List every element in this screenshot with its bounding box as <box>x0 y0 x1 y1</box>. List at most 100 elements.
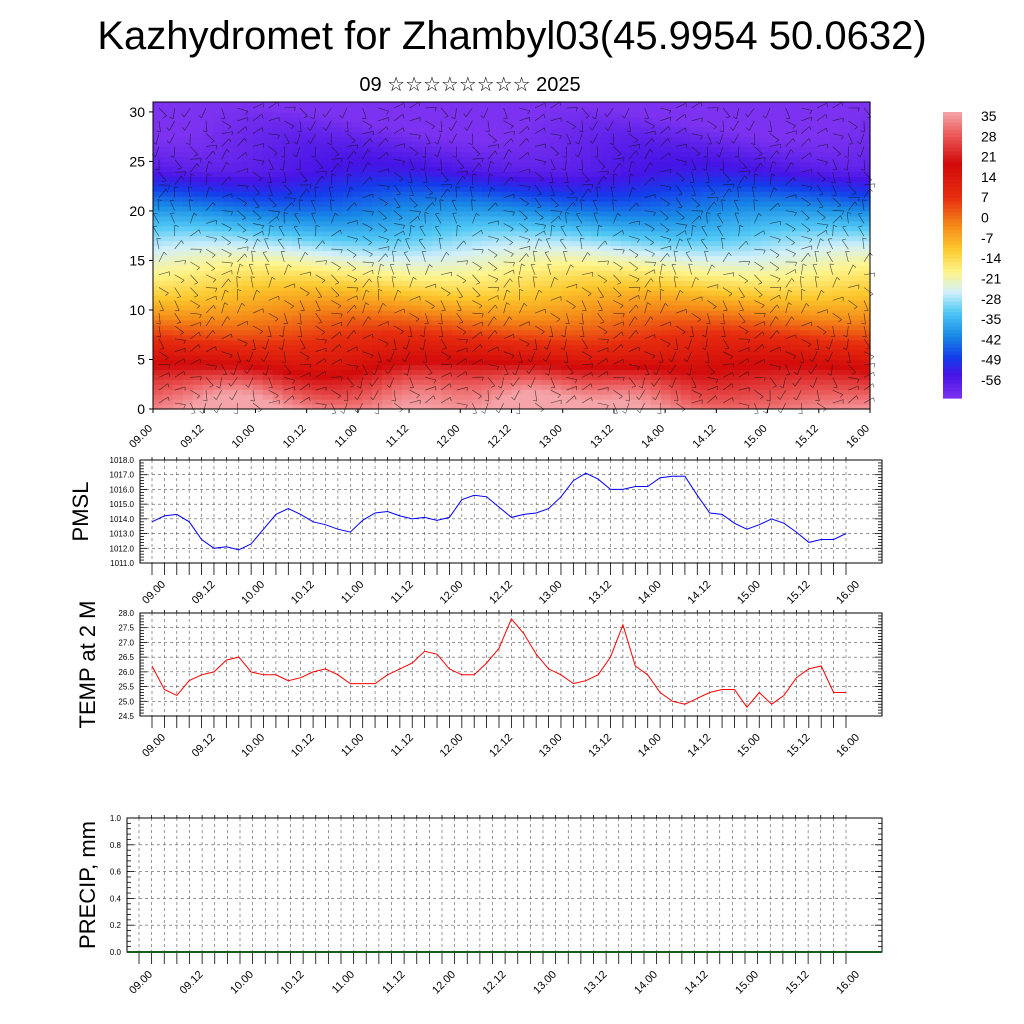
heatmap-cell <box>252 319 264 326</box>
heatmap-cell <box>670 379 682 385</box>
heatmap-cell <box>680 201 692 207</box>
heatmap-cell <box>162 359 174 366</box>
heatmap-cell <box>262 210 274 217</box>
heatmap-cell <box>561 126 572 133</box>
heatmap-cell <box>571 314 582 321</box>
heatmap-cell <box>302 295 313 301</box>
heatmap-cell <box>760 354 772 361</box>
heatmap-cell <box>332 141 343 148</box>
heatmap-cell <box>601 359 612 366</box>
heatmap-cell <box>621 245 632 252</box>
heatmap-cell <box>222 136 234 143</box>
heatmap-cell <box>192 295 204 301</box>
heatmap-cell <box>461 111 473 118</box>
heatmap-cell <box>202 285 214 291</box>
heatmap-cell <box>710 146 722 153</box>
heatmap-cell <box>710 250 722 257</box>
heatmap-cell <box>342 116 353 123</box>
heatmap-cell <box>631 329 642 336</box>
heatmap-cell <box>202 354 214 361</box>
heatmap-cell <box>342 181 353 187</box>
heatmap-cell <box>680 314 692 321</box>
heatmap-cell <box>650 215 662 222</box>
heatmap-cell <box>411 399 423 405</box>
heatmap-cell <box>153 319 164 326</box>
heatmap-cell <box>601 290 612 296</box>
heatmap-cell <box>312 354 323 361</box>
heatmap-cell <box>690 111 702 118</box>
heatmap-cell <box>710 314 722 321</box>
wind-barb <box>268 400 280 404</box>
heatmap-cell <box>192 151 204 158</box>
heatmap-cell <box>800 305 811 311</box>
heatmap-cell <box>531 255 542 262</box>
wind-barb-flag <box>293 154 297 158</box>
heatmap-cell <box>660 161 672 167</box>
heatmap-cell <box>860 364 871 370</box>
wind-barb <box>230 377 238 387</box>
heatmap-cell <box>660 329 672 336</box>
heatmap-cell <box>282 349 294 356</box>
heatmap-cell <box>232 285 244 291</box>
heatmap-cell <box>700 196 712 202</box>
heatmap-cell <box>352 126 363 133</box>
wind-barb-flag <box>203 399 208 402</box>
heatmap-cell <box>431 235 443 242</box>
heatmap-cell <box>352 309 363 316</box>
wind-barb-flag <box>293 198 296 203</box>
heatmap-cell <box>720 319 732 326</box>
heatmap-cell <box>242 215 254 222</box>
wind-barb <box>278 226 285 237</box>
heatmap-cell <box>491 295 503 301</box>
heatmap-cell <box>780 290 791 296</box>
heatmap-cell <box>830 141 841 148</box>
heatmap-cell <box>262 181 274 187</box>
heatmap-cell <box>680 126 692 133</box>
wind-barb <box>310 200 316 211</box>
heatmap-cell <box>242 404 254 410</box>
heatmap-cell <box>182 111 194 118</box>
heatmap-cell <box>830 161 841 167</box>
wind-barb-flag <box>281 361 286 363</box>
heatmap-cell <box>212 151 224 158</box>
wind-barb <box>315 300 321 311</box>
heatmap-cell <box>720 186 732 192</box>
heatmap-cell <box>481 210 493 217</box>
wind-barb-flag <box>277 238 282 241</box>
heatmap-cell <box>601 210 612 217</box>
heatmap-cell <box>850 146 861 153</box>
heatmap-cell <box>212 181 224 187</box>
heatmap-cell <box>521 240 533 247</box>
heatmap-cell <box>790 111 801 118</box>
heatmap-cell <box>362 196 373 202</box>
heatmap-cell <box>212 369 224 375</box>
heatmap-cell <box>461 314 473 321</box>
heatmap-cell <box>521 176 533 182</box>
heatmap-cell <box>282 280 294 286</box>
heatmap-cell <box>153 151 164 158</box>
wind-barb <box>205 120 208 132</box>
heatmap-cell <box>581 314 592 321</box>
heatmap-cell <box>461 364 473 370</box>
heatmap-cell <box>232 339 244 346</box>
heatmap-cell <box>501 354 513 361</box>
heatmap-cell <box>352 161 363 167</box>
heatmap-cell <box>790 156 801 163</box>
heatmap-cell <box>491 215 503 222</box>
heatmap-cell <box>780 344 791 351</box>
heatmap-cell <box>481 225 493 232</box>
heatmap-cell <box>461 379 473 385</box>
heatmap-cell <box>850 389 861 395</box>
heatmap-cell <box>481 156 493 163</box>
heatmap-cell <box>401 225 413 232</box>
heatmap-cell <box>521 255 533 262</box>
heatmap-cell <box>372 141 383 148</box>
wind-barb-flag <box>209 385 214 388</box>
heatmap-cell <box>471 255 483 262</box>
heatmap-cell <box>810 344 821 351</box>
heatmap-cell <box>372 156 383 163</box>
heatmap-cell <box>740 280 752 286</box>
heatmap-cell <box>531 305 542 311</box>
heatmap-cell <box>212 260 224 267</box>
